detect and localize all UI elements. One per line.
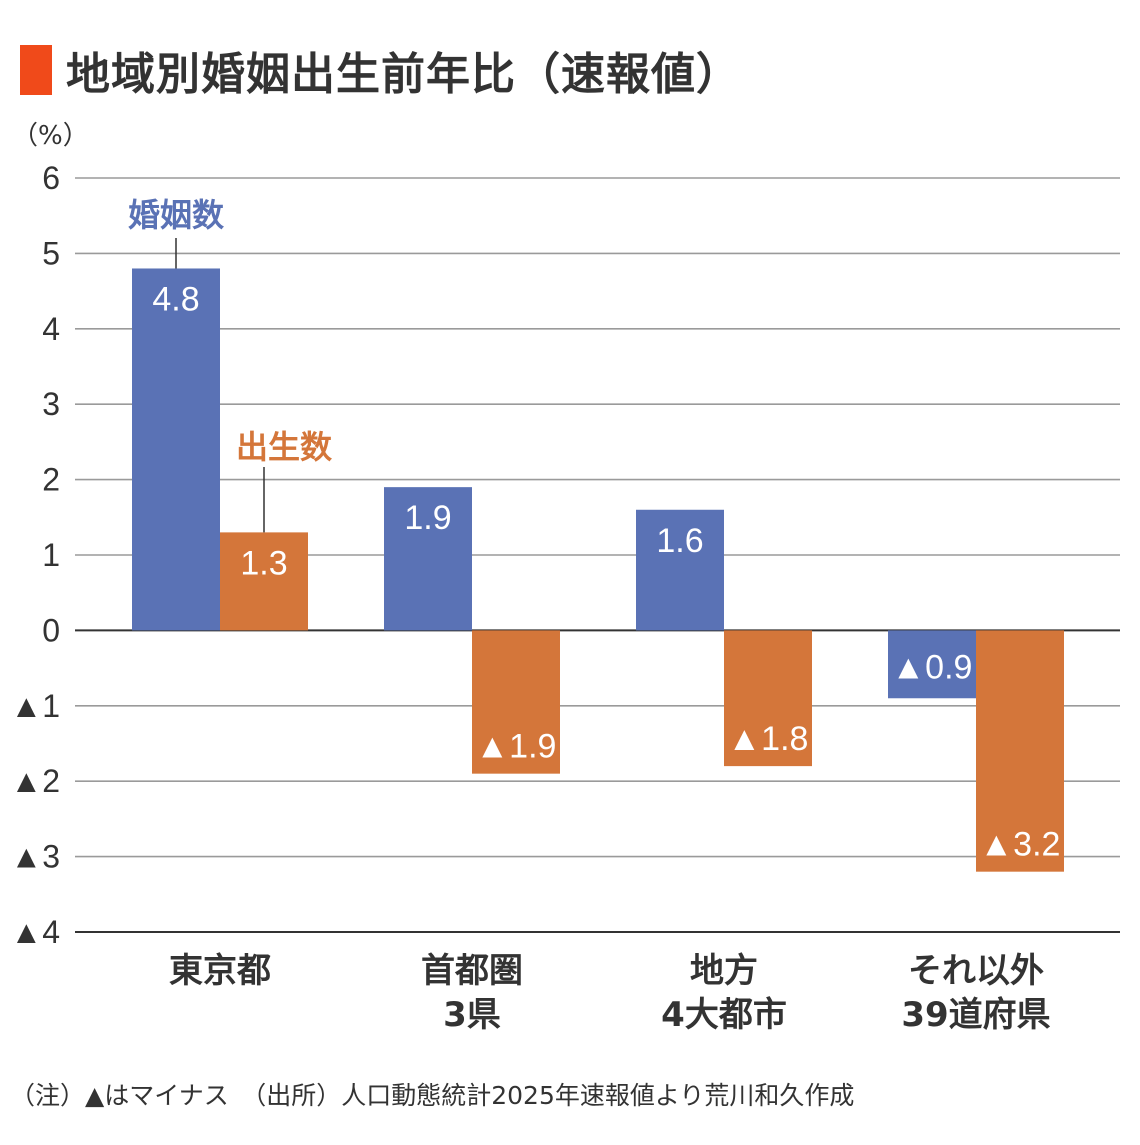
bar-value-label: 1.6: [656, 522, 703, 560]
bar-value-label: ▲1.9: [476, 728, 557, 766]
legend-marriage: 婚姻数: [128, 196, 225, 234]
footnote: （注）▲はマイナス （出所）人口動態統計2025年速報値より荒川和久作成: [10, 1081, 855, 1110]
bar-value-label: 1.3: [240, 544, 287, 582]
bar-value-label: 4.8: [152, 280, 199, 318]
bar-value-label: ▲0.9: [892, 648, 973, 686]
x-category-label-line2: 4大都市: [661, 995, 787, 1035]
y-tick-label: 0: [42, 612, 60, 648]
y-axis-unit: （%）: [12, 121, 89, 151]
y-tick-label: ▲2: [11, 763, 60, 799]
x-category-label-line2: 39道府県: [901, 995, 1050, 1035]
y-tick-label: ▲1: [11, 688, 60, 724]
bar-birth: [724, 630, 812, 767]
y-tick-label: 3: [42, 386, 60, 422]
bar-birth: [220, 532, 308, 631]
y-tick-label: 4: [42, 311, 60, 347]
bar-value-label: ▲3.2: [980, 826, 1061, 864]
y-tick-label: ▲4: [11, 914, 60, 950]
bar-marriage: [132, 268, 220, 631]
bar-marriage: [888, 630, 976, 699]
y-tick-label: 6: [42, 160, 60, 196]
bar-marriage: [384, 487, 472, 631]
y-tick-label: 2: [42, 462, 60, 498]
chart-title-row: 地域別婚姻出生前年比（速報値）: [20, 38, 741, 102]
x-category-label: 東京都: [169, 951, 271, 991]
x-category-label: それ以外: [908, 951, 1044, 991]
y-tick-label: 1: [42, 537, 60, 573]
title-square-icon: [20, 45, 52, 95]
bar-birth: [976, 630, 1064, 872]
bar-birth: [472, 630, 560, 774]
bar-value-label: 1.9: [404, 499, 451, 537]
chart-title: 地域別婚姻出生前年比（速報値）: [66, 49, 741, 100]
bar-marriage: [636, 509, 724, 631]
x-category-label: 首都圏: [421, 951, 523, 991]
y-tick-label: 5: [42, 235, 60, 271]
y-tick-label: ▲3: [11, 839, 60, 875]
bar-value-label: ▲1.8: [728, 720, 809, 758]
legend-birth: 出生数: [236, 428, 333, 466]
x-category-label-line2: 3県: [443, 995, 501, 1035]
x-category-label: 地方: [690, 951, 758, 991]
